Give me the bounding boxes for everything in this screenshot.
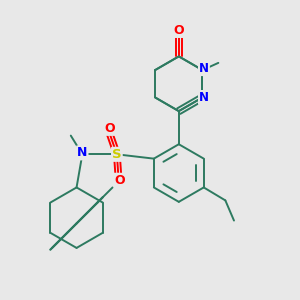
Text: O: O [114,174,125,187]
Text: N: N [199,62,209,75]
Text: S: S [112,148,122,161]
Text: O: O [173,24,184,37]
Text: N: N [199,91,209,104]
Text: O: O [104,122,115,135]
Text: N: N [77,146,88,159]
